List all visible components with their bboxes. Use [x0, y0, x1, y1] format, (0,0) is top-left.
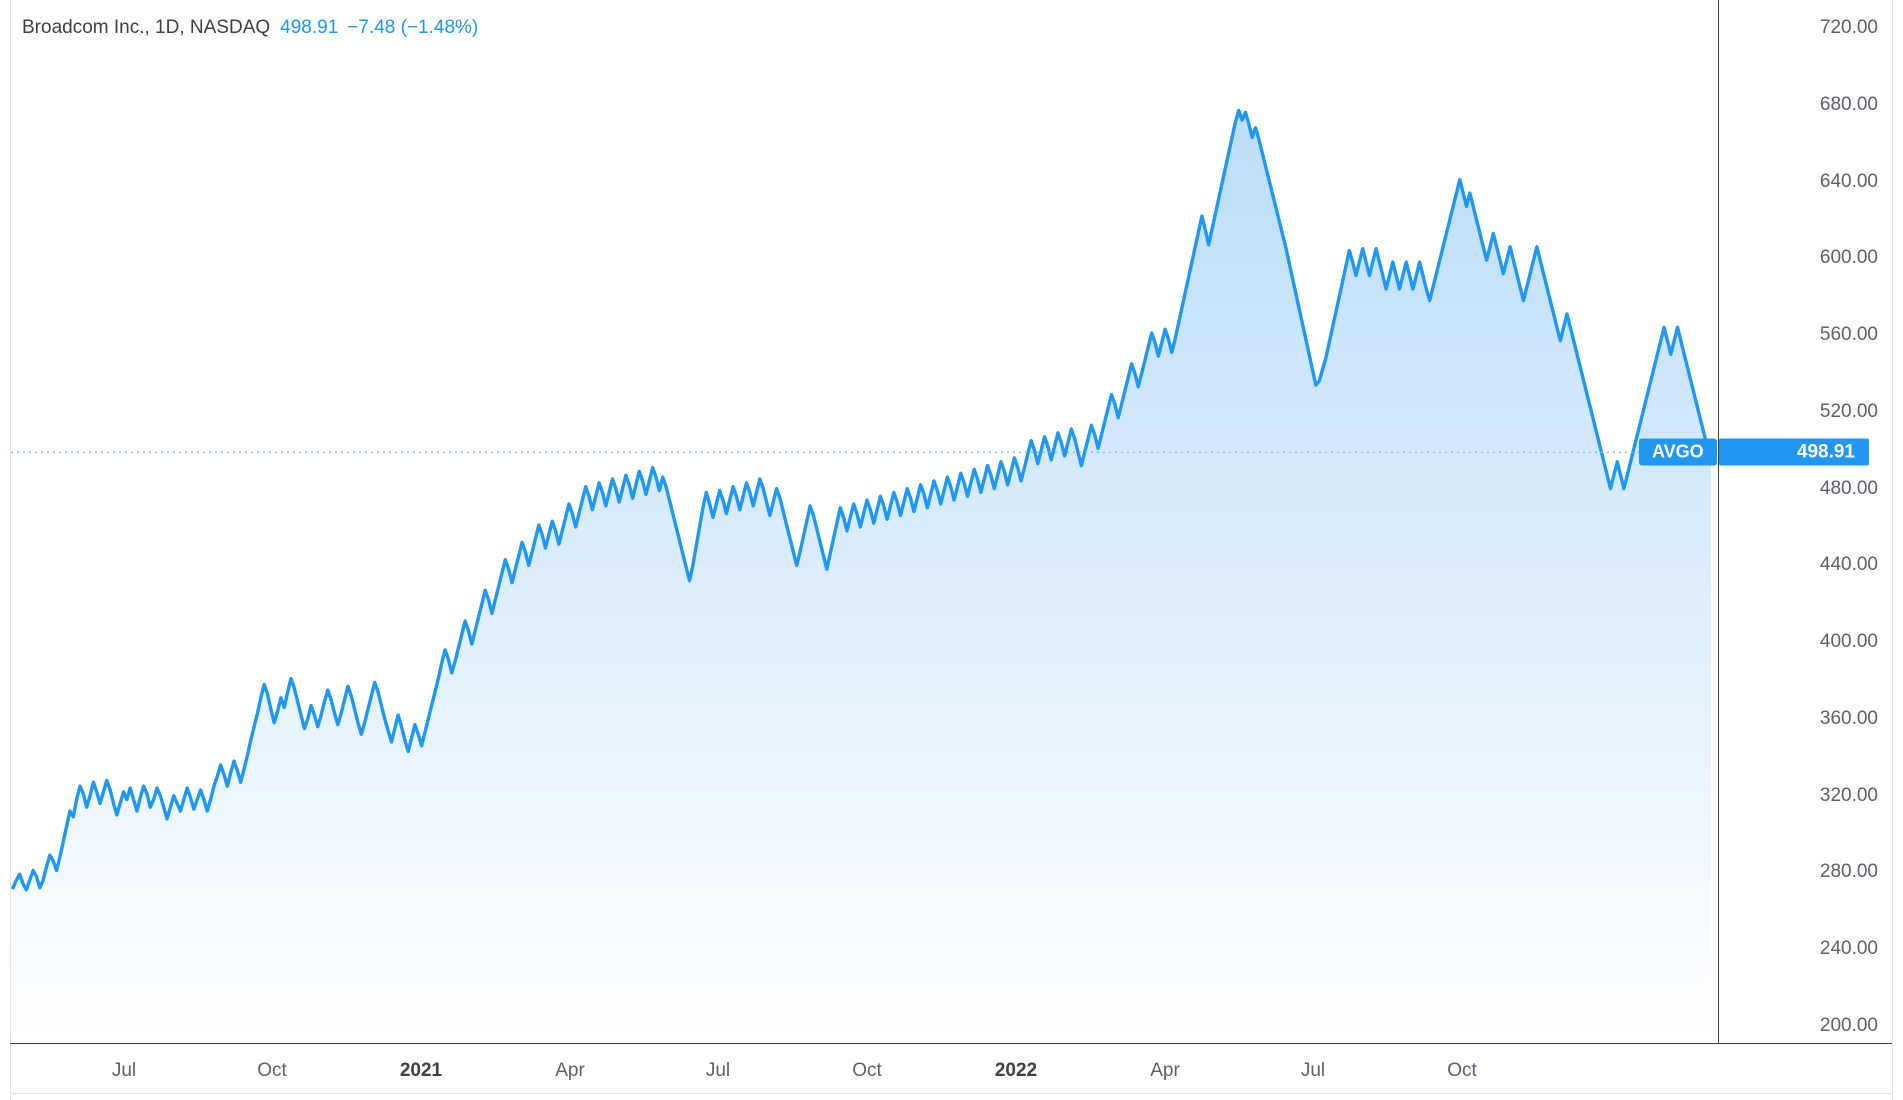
time-axis-tick: Oct [852, 1060, 882, 1081]
time-axis-tick: Jul [111, 1060, 137, 1081]
time-axis-tick: Jul [1300, 1060, 1326, 1081]
time-axis[interactable]: Jul Oct 2021 Apr Jul Oct 2022 Apr Jul Oct [11, 1044, 1718, 1093]
price-axis-tick: 320.00 [1819, 784, 1878, 806]
chart-frame-left-border [10, 0, 11, 1100]
price-axis-tick: 480.00 [1819, 477, 1878, 499]
price-axis-tick: 280.00 [1819, 861, 1878, 883]
legend-last-price: 498.91 [280, 17, 339, 38]
price-axis-tick: 240.00 [1819, 938, 1878, 960]
price-axis-tick: 640.00 [1819, 170, 1878, 192]
price-axis-tick: 360.00 [1819, 707, 1878, 729]
price-axis[interactable]: 498.91 720.00 680.00 640.00 600.00 560.00 520… [1719, 0, 1892, 1043]
price-axis-tick: 440.00 [1819, 554, 1878, 576]
current-price-badge[interactable]: 498.91 [1719, 438, 1869, 466]
time-axis-tick: 2022 [994, 1060, 1038, 1081]
time-axis-tick: Oct [1447, 1060, 1477, 1081]
price-axis-tick: 520.00 [1819, 400, 1878, 422]
time-axis-separator [10, 1043, 1892, 1044]
price-axis-tick: 560.00 [1819, 324, 1878, 346]
price-area-chart [11, 108, 1718, 1043]
time-axis-tick: 2021 [399, 1060, 443, 1081]
price-axis-tick: 680.00 [1819, 93, 1878, 115]
price-axis-tick: 400.00 [1819, 631, 1878, 653]
legend-symbol-description: Broadcom Inc., 1D, NASDAQ [22, 17, 271, 38]
time-axis-tick: Jul [705, 1060, 731, 1081]
price-line-path [11, 108, 1713, 892]
time-axis-tick: Apr [555, 1060, 585, 1081]
price-area-fill [13, 110, 1711, 1043]
chart-frame-right-border [1892, 0, 1893, 1100]
time-axis-tick: Oct [257, 1060, 287, 1081]
chart-bottom-border [10, 1093, 1892, 1094]
price-axis-tick: 600.00 [1819, 247, 1878, 269]
time-axis-tick: Apr [1150, 1060, 1180, 1081]
price-axis-tick: 720.00 [1819, 17, 1878, 38]
price-plot-area[interactable] [11, 0, 1718, 1043]
price-axis-separator [1718, 0, 1719, 1044]
price-axis-tick: 200.00 [1819, 1015, 1878, 1036]
chart-legend[interactable]: Broadcom Inc., 1D, NASDAQ 498.91 −7.48 (−1… [22, 17, 478, 39]
legend-price-change: −7.48 (−1.48%) [347, 17, 479, 38]
ticker-tag-badge[interactable]: AVGO [1639, 438, 1717, 466]
